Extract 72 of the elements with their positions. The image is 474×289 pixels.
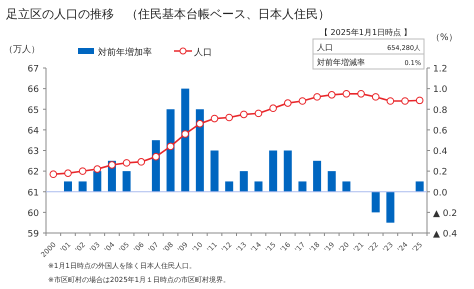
text: 対前年増減率 xyxy=(317,58,365,67)
point xyxy=(401,97,409,105)
point xyxy=(240,110,248,118)
bar xyxy=(93,171,102,192)
bar xyxy=(240,171,248,192)
bar xyxy=(181,88,190,192)
point xyxy=(313,93,321,101)
y2-axis-title: （%） xyxy=(431,33,458,43)
point xyxy=(196,120,204,128)
y-axis-title: （万人） xyxy=(4,44,40,55)
point xyxy=(181,130,190,138)
y2-tick-label: 1.2 xyxy=(433,64,448,74)
y2-tick-label: ▲ 0.4 xyxy=(433,230,458,240)
point xyxy=(269,104,277,112)
y-tick-label: 65 xyxy=(28,106,39,116)
point xyxy=(108,161,116,169)
bar xyxy=(284,150,292,192)
text: 【 2025年1月1日時点 】 xyxy=(320,28,412,37)
point xyxy=(50,170,58,178)
point xyxy=(284,99,292,107)
text: 人口 xyxy=(317,43,333,52)
bar xyxy=(313,160,322,192)
point xyxy=(166,142,174,150)
y2-tick-label: 0.2 xyxy=(433,168,448,178)
point xyxy=(122,159,130,167)
point xyxy=(298,97,306,105)
bar xyxy=(328,171,336,192)
legend-label: 人口 xyxy=(194,47,212,58)
bar xyxy=(416,181,424,192)
y-tick-label: 63 xyxy=(28,147,39,157)
bar xyxy=(122,171,131,192)
point xyxy=(93,165,102,173)
legend-label: 対前年増加率 xyxy=(98,47,152,58)
y2-tick-label: 0.6 xyxy=(433,126,448,136)
point xyxy=(137,158,146,166)
point xyxy=(225,114,233,122)
y-tick-label: 67 xyxy=(28,64,39,74)
point xyxy=(372,93,380,101)
y-tick-label: 64 xyxy=(28,126,40,136)
point xyxy=(64,169,72,177)
bar xyxy=(78,181,87,192)
bar xyxy=(225,181,234,192)
y-tick-label: 61 xyxy=(28,188,39,198)
bar xyxy=(269,150,278,192)
y2-tick-label: 0.4 xyxy=(433,147,448,157)
point xyxy=(342,90,350,98)
bar xyxy=(166,109,175,192)
point xyxy=(416,96,424,104)
y-tick-label: 59 xyxy=(28,230,40,240)
bar xyxy=(386,192,394,223)
point xyxy=(357,90,365,98)
point xyxy=(386,97,394,105)
bar xyxy=(254,181,262,192)
y2-tick-label: 1.0 xyxy=(433,85,448,96)
bar xyxy=(210,150,219,192)
bar xyxy=(298,181,306,192)
bar xyxy=(196,109,204,192)
point xyxy=(210,114,218,122)
y2-tick-label: 0.8 xyxy=(433,106,448,116)
chart-title: 足立区の人口の推移 （住民基本台帳ベース、日本人住民） xyxy=(6,7,330,21)
point xyxy=(254,110,262,118)
bar xyxy=(342,181,350,192)
y2-tick-label: 0.0 xyxy=(433,188,448,198)
y2-tick-label: ▲ 0.2 xyxy=(433,208,458,219)
point xyxy=(152,152,160,160)
point xyxy=(328,91,336,99)
y-tick-label: 62 xyxy=(28,168,39,178)
y-tick-label: 60 xyxy=(28,208,40,219)
bar xyxy=(372,192,380,212)
bar xyxy=(64,181,72,192)
point xyxy=(78,167,86,175)
y-tick-label: 66 xyxy=(28,85,40,96)
